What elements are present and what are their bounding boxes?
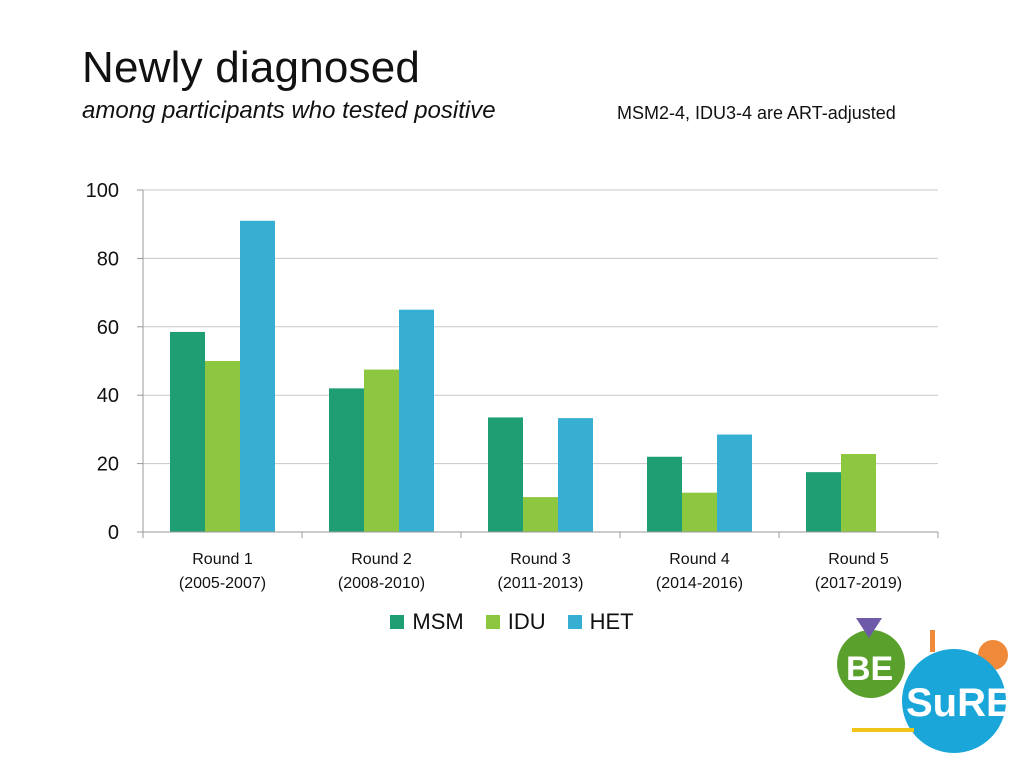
bar-msm-round-1 bbox=[170, 331, 205, 532]
chart-legend: MSM IDU HET bbox=[0, 609, 1024, 635]
bar-het-round-4 bbox=[717, 434, 752, 532]
logo-purple-triangle bbox=[856, 618, 882, 638]
bar-msm-round-2 bbox=[329, 388, 364, 532]
bar-idu-round-5 bbox=[841, 454, 876, 532]
x-label-round-5-line-2: (2017-2019) bbox=[815, 575, 902, 592]
legend-item-het: HET bbox=[567, 609, 634, 635]
legend-swatch-idu bbox=[485, 615, 500, 629]
x-label-round-2-line-2: (2008-2010) bbox=[338, 575, 425, 592]
bar-chart: 0 20 40 60 80 100 Round 1 (2005-2007) Round 2 (2… bbox=[86, 180, 939, 592]
logo-text-top: BE bbox=[846, 650, 893, 688]
logo-orange-bar bbox=[930, 630, 935, 652]
bar-msm-round-4 bbox=[647, 456, 682, 532]
x-axis-labels: Round 1 (2005-2007) Round 2 (2008-2010) Roun… bbox=[179, 551, 902, 592]
bars bbox=[170, 220, 876, 532]
logo-blue-circle bbox=[902, 649, 1006, 753]
ytick-label-100: 100 bbox=[86, 180, 119, 202]
x-label-round-3-line-2: (2011-2013) bbox=[498, 575, 584, 592]
bar-het-round-2 bbox=[399, 309, 434, 532]
axes bbox=[142, 190, 939, 538]
x-label-round-3-line-1: Round 3 bbox=[510, 551, 571, 568]
x-label-round-1-line-2: (2005-2007) bbox=[179, 575, 266, 592]
y-axis-ticks: 0 20 40 60 80 100 bbox=[86, 180, 143, 544]
legend-swatch-het bbox=[567, 615, 582, 629]
besure-logo: BE SuRE bbox=[837, 618, 1013, 753]
legend-label-idu: IDU bbox=[507, 609, 546, 634]
bar-msm-round-3 bbox=[488, 417, 523, 532]
ytick-label-20: 20 bbox=[97, 454, 119, 476]
x-label-round-5-line-1: Round 5 bbox=[828, 551, 889, 568]
ytick-label-0: 0 bbox=[108, 522, 119, 544]
legend-label-het: HET bbox=[589, 609, 634, 634]
page-subtitle: among participants who tested positive bbox=[82, 97, 496, 124]
gridlines bbox=[143, 189, 938, 465]
legend-swatch-msm bbox=[390, 615, 405, 629]
bar-het-round-3 bbox=[558, 418, 593, 532]
x-label-round-4-line-2: (2014-2016) bbox=[656, 575, 743, 592]
logo-green-circle bbox=[837, 630, 905, 698]
bar-idu-round-4 bbox=[682, 492, 717, 532]
bar-idu-round-1 bbox=[205, 361, 240, 532]
bar-idu-round-2 bbox=[364, 369, 399, 532]
x-label-round-1-line-1: Round 1 bbox=[192, 551, 253, 568]
ytick-label-40: 40 bbox=[97, 385, 119, 407]
bar-idu-round-3 bbox=[523, 497, 558, 532]
x-label-round-4-line-1: Round 4 bbox=[669, 551, 730, 568]
bar-het-round-1 bbox=[240, 220, 275, 532]
page-title: Newly diagnosed bbox=[82, 43, 421, 92]
adjustment-note: MSM2-4, IDU3-4 are ART-adjusted bbox=[617, 103, 896, 123]
bar-msm-round-5 bbox=[806, 472, 841, 532]
ytick-label-80: 80 bbox=[97, 248, 119, 270]
x-label-round-2-line-1: Round 2 bbox=[351, 551, 412, 568]
legend-item-msm: MSM bbox=[390, 609, 464, 635]
ytick-label-60: 60 bbox=[97, 317, 119, 339]
legend-item-idu: IDU bbox=[485, 609, 546, 635]
legend-label-msm: MSM bbox=[412, 609, 464, 634]
logo-text-bottom: SuRE bbox=[906, 681, 1013, 725]
logo-yellow-line bbox=[852, 728, 914, 732]
